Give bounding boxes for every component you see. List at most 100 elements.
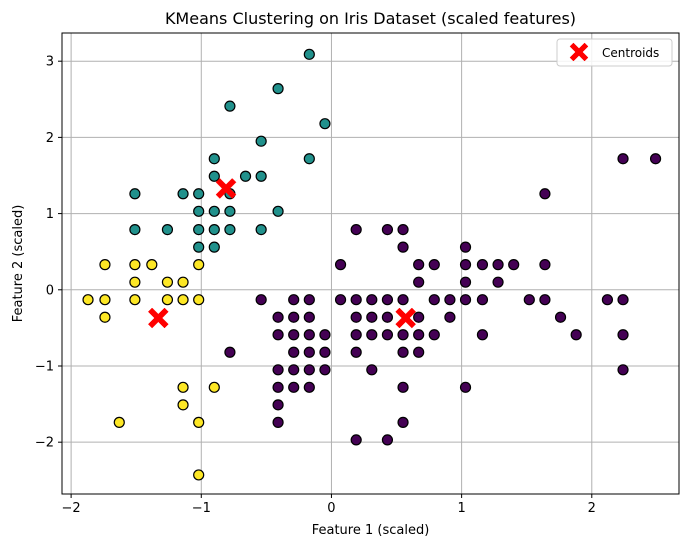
data-point-cluster-2 [177, 399, 189, 411]
data-point-cluster-0 [397, 294, 409, 306]
data-point-cluster-0 [459, 294, 472, 306]
data-point-cluster-0 [413, 346, 425, 358]
data-point-cluster-0 [272, 399, 284, 411]
data-point-cluster-0 [288, 294, 300, 306]
data-point-cluster-1 [193, 188, 205, 200]
data-point-cluster-0 [303, 346, 315, 358]
data-point-cluster-2 [146, 259, 158, 271]
x-axis-label: Feature 1 (scaled) [312, 523, 430, 538]
data-point-cluster-0 [397, 381, 409, 393]
data-point-cluster-1 [193, 241, 205, 253]
data-point-cluster-0 [272, 416, 284, 428]
data-point-cluster-1 [129, 188, 141, 200]
data-point-cluster-0 [476, 259, 489, 271]
data-point-cluster-1 [303, 153, 315, 165]
data-point-cluster-1 [303, 48, 315, 60]
data-point-cluster-0 [428, 259, 440, 271]
data-point-cluster-0 [366, 329, 378, 341]
data-point-cluster-0 [397, 241, 409, 253]
data-point-cluster-0 [272, 329, 284, 341]
data-point-cluster-2 [193, 469, 205, 481]
centroid-markers [147, 178, 416, 329]
data-point-cluster-0 [617, 329, 629, 341]
chart-title: KMeans Clustering on Iris Dataset (scale… [165, 9, 576, 28]
data-point-cluster-1 [272, 83, 284, 95]
data-point-cluster-2 [193, 294, 205, 306]
x-tick-label: 2 [588, 501, 596, 516]
data-point-cluster-0 [288, 311, 300, 323]
data-point-cluster-2 [99, 311, 111, 323]
centroid-marker [147, 307, 169, 329]
data-point-cluster-1 [208, 205, 220, 217]
data-point-cluster-0 [397, 416, 409, 428]
data-point-cluster-0 [413, 329, 425, 341]
data-point-cluster-0 [319, 346, 331, 358]
data-point-cluster-1 [272, 205, 284, 217]
data-point-cluster-2 [129, 294, 141, 306]
data-point-cluster-0 [444, 311, 456, 323]
x-tick-label: 1 [457, 501, 465, 516]
data-point-cluster-1 [255, 223, 267, 236]
x-tick-label: −2 [62, 501, 81, 516]
data-point-cluster-0 [381, 311, 394, 323]
data-point-cluster-0 [272, 364, 284, 376]
data-point-cluster-0 [288, 381, 300, 393]
data-point-cluster-0 [428, 294, 440, 306]
data-point-cluster-1 [224, 100, 236, 112]
y-tick-label: −1 [35, 359, 54, 374]
data-point-cluster-0 [366, 364, 378, 376]
data-point-cluster-0 [459, 276, 472, 288]
y-tick-label: −2 [35, 436, 54, 451]
data-point-cluster-0 [319, 364, 331, 376]
data-point-cluster-2 [82, 294, 94, 306]
data-point-cluster-0 [303, 329, 315, 341]
data-point-cluster-2 [177, 294, 189, 306]
legend-centroid-marker [569, 42, 589, 62]
x-tick-label: 0 [327, 501, 335, 516]
data-point-cluster-2 [193, 416, 205, 428]
data-point-cluster-0 [476, 329, 489, 341]
data-point-cluster-0 [303, 311, 315, 323]
data-point-cluster-1 [208, 241, 220, 253]
data-point-cluster-0 [366, 311, 378, 323]
data-point-cluster-0 [476, 294, 489, 306]
data-point-cluster-0 [570, 329, 582, 341]
data-point-cluster-0 [350, 223, 362, 236]
data-point-cluster-0 [508, 259, 520, 271]
data-point-cluster-1 [255, 135, 267, 147]
data-point-cluster-2 [177, 276, 189, 288]
data-point-cluster-1 [129, 223, 141, 236]
data-point-cluster-0 [303, 364, 315, 376]
data-point-cluster-2 [129, 259, 141, 271]
y-tick-label: 2 [46, 131, 54, 146]
data-point-cluster-0 [350, 329, 362, 341]
data-point-cluster-0 [428, 329, 440, 341]
data-point-cluster-0 [381, 223, 394, 236]
data-point-cluster-2 [129, 276, 141, 288]
data-points [82, 48, 662, 481]
data-point-cluster-0 [617, 294, 629, 306]
data-point-cluster-0 [413, 311, 425, 323]
data-point-cluster-0 [554, 311, 567, 323]
data-point-cluster-1 [193, 223, 205, 236]
y-tick-label: 1 [46, 207, 54, 222]
data-point-cluster-0 [444, 294, 456, 306]
data-point-cluster-0 [459, 381, 472, 393]
data-point-cluster-0 [459, 259, 472, 271]
data-point-cluster-0 [224, 346, 236, 358]
data-point-cluster-1 [255, 170, 267, 182]
data-point-cluster-0 [617, 364, 629, 376]
data-point-cluster-2 [177, 381, 189, 393]
data-point-cluster-0 [539, 259, 551, 271]
centroid-marker [395, 307, 416, 329]
data-point-cluster-0 [413, 259, 425, 271]
data-point-cluster-0 [334, 259, 347, 271]
data-point-cluster-1 [208, 170, 220, 182]
legend-centroid-icon [569, 42, 589, 62]
data-point-cluster-2 [161, 276, 174, 288]
data-point-cluster-2 [99, 259, 111, 271]
data-point-cluster-0 [272, 381, 284, 393]
data-point-cluster-0 [288, 364, 300, 376]
data-point-cluster-0 [303, 381, 315, 393]
